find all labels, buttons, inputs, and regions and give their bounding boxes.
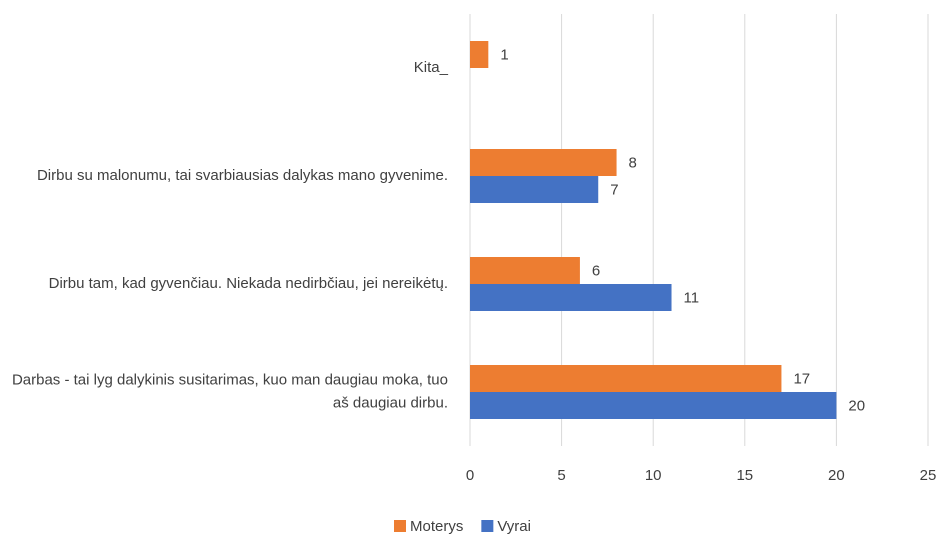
y-tick-label: Dirbu su malonumu, tai svarbiausias daly…: [37, 167, 448, 184]
legend-swatch: [481, 520, 494, 532]
bar: [470, 392, 837, 419]
bar: [470, 176, 599, 203]
y-tick-label: Kita_: [414, 59, 449, 76]
x-tick-label: 10: [645, 467, 662, 484]
data-label: 17: [793, 370, 810, 387]
y-tick-label: Darbas - tai lyg dalykinis susitarimas, …: [12, 371, 448, 411]
legend-label: Moterys: [410, 518, 463, 535]
x-tick-label: 5: [557, 467, 565, 484]
data-label: 7: [610, 181, 618, 198]
bar: [470, 257, 580, 284]
data-label: 1: [500, 46, 508, 63]
legend-swatch: [394, 520, 406, 532]
legend-label: Vyrai: [497, 518, 531, 535]
bar: [470, 149, 617, 176]
y-tick-label: Dirbu tam, kad gyvenčiau. Niekada nedirb…: [49, 275, 448, 292]
data-label: 20: [848, 397, 865, 414]
bar: [470, 365, 782, 392]
x-tick-label: 25: [920, 467, 937, 484]
bar: [470, 41, 489, 68]
bar: [470, 284, 672, 311]
data-label: 6: [592, 262, 600, 279]
data-label: 8: [629, 154, 637, 171]
x-tick-label: 20: [828, 467, 845, 484]
x-tick-label: 0: [466, 467, 474, 484]
data-label: 11: [684, 289, 700, 306]
x-tick-label: 15: [736, 467, 753, 484]
